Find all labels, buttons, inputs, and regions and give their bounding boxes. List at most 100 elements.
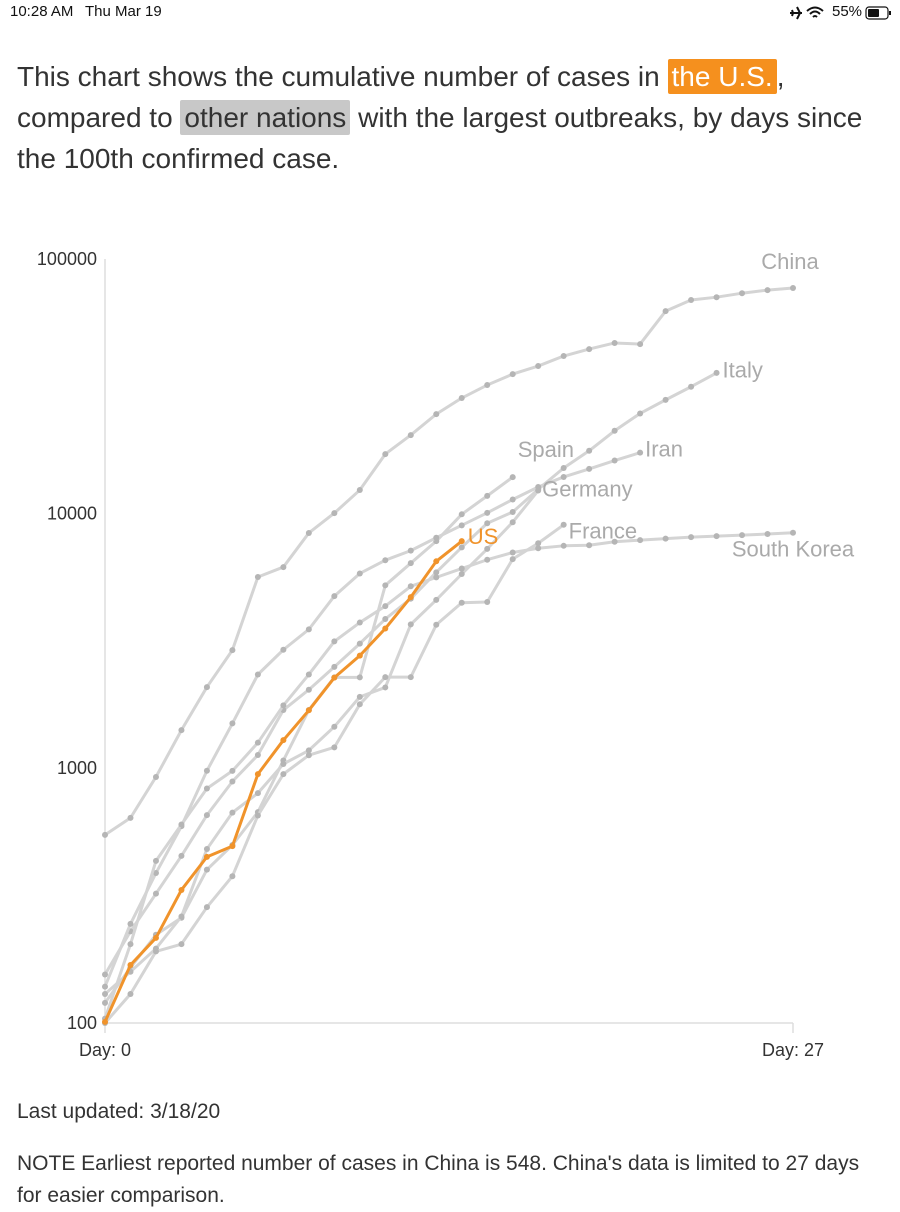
data-point bbox=[484, 520, 491, 527]
data-point bbox=[535, 363, 542, 370]
data-point bbox=[611, 339, 618, 346]
x-tick-label: Day: 0 bbox=[79, 1040, 131, 1060]
last-updated: Last updated: 3/18/20 bbox=[17, 1100, 221, 1123]
data-point bbox=[382, 582, 389, 589]
data-point bbox=[382, 684, 389, 691]
data-point bbox=[637, 341, 644, 348]
data-point bbox=[356, 652, 363, 659]
data-point bbox=[407, 560, 414, 567]
data-point bbox=[407, 594, 414, 601]
data-point bbox=[203, 866, 210, 873]
data-point bbox=[586, 447, 593, 454]
data-point bbox=[637, 449, 644, 456]
data-point bbox=[739, 290, 746, 297]
data-point bbox=[484, 509, 491, 516]
data-point bbox=[713, 533, 720, 540]
series-line bbox=[103, 523, 565, 1024]
data-point bbox=[560, 353, 567, 360]
data-point bbox=[280, 702, 287, 709]
data-point bbox=[203, 904, 210, 911]
data-point bbox=[356, 640, 363, 647]
data-point bbox=[356, 674, 363, 681]
data-point bbox=[484, 599, 491, 606]
series-label: Spain bbox=[518, 437, 574, 462]
data-point bbox=[458, 565, 465, 572]
data-point bbox=[535, 487, 542, 494]
data-point bbox=[127, 920, 134, 927]
data-point bbox=[254, 771, 261, 778]
data-point bbox=[305, 529, 312, 536]
data-point bbox=[407, 674, 414, 681]
data-point bbox=[509, 474, 516, 481]
data-point bbox=[331, 723, 338, 730]
data-point bbox=[586, 542, 593, 549]
data-point bbox=[382, 451, 389, 458]
intro-text: with the largest outbreaks, by days sinc… bbox=[17, 102, 863, 174]
data-point bbox=[458, 538, 465, 545]
chart: 100 1000 10000 100000 Day: 0 Day: 27 China Ital… bbox=[37, 249, 855, 1060]
data-point bbox=[458, 544, 465, 551]
series-line bbox=[104, 489, 540, 996]
data-point bbox=[509, 556, 516, 563]
data-point bbox=[203, 785, 210, 792]
data-point bbox=[586, 346, 593, 353]
data-point bbox=[280, 646, 287, 653]
x-tick-label: Day: 27 bbox=[762, 1040, 824, 1060]
data-point bbox=[280, 564, 287, 571]
data-point bbox=[535, 540, 542, 547]
data-point bbox=[509, 519, 516, 526]
data-point bbox=[102, 999, 108, 1006]
data-point bbox=[102, 971, 108, 978]
data-point bbox=[229, 720, 236, 727]
data-point bbox=[560, 542, 567, 549]
data-point bbox=[152, 934, 159, 941]
data-point bbox=[127, 941, 134, 948]
data-point bbox=[458, 522, 465, 529]
data-point bbox=[356, 701, 363, 708]
data-point bbox=[407, 432, 414, 439]
series-line bbox=[103, 451, 641, 988]
series-label: US bbox=[468, 524, 499, 549]
data-point bbox=[458, 599, 465, 606]
data-point bbox=[254, 574, 261, 581]
data-point bbox=[688, 534, 695, 541]
data-point bbox=[662, 308, 669, 315]
data-point bbox=[611, 457, 618, 464]
data-point bbox=[433, 569, 440, 576]
data-point bbox=[331, 638, 338, 645]
data-point bbox=[152, 773, 159, 780]
data-point bbox=[484, 382, 491, 389]
data-point bbox=[178, 821, 185, 828]
series-label: Iran bbox=[645, 436, 683, 461]
data-point bbox=[560, 473, 567, 480]
status-date: Thu Mar 19 bbox=[85, 3, 162, 20]
data-point bbox=[637, 410, 644, 417]
data-point bbox=[637, 537, 644, 544]
data-point bbox=[586, 465, 593, 472]
data-point bbox=[305, 686, 312, 693]
y-tick-label: 100 bbox=[67, 1013, 97, 1033]
data-point bbox=[102, 990, 108, 997]
data-point bbox=[611, 538, 618, 545]
y-tick-label: 100000 bbox=[37, 249, 97, 269]
note: NOTE Earliest reported number of cases i… bbox=[17, 1152, 860, 1207]
data-point bbox=[560, 521, 567, 528]
data-point bbox=[178, 852, 185, 859]
series-label: South Korea bbox=[732, 537, 855, 562]
data-point bbox=[229, 809, 236, 816]
data-point bbox=[560, 464, 567, 471]
data-point bbox=[254, 752, 261, 759]
data-point bbox=[254, 812, 261, 819]
data-point bbox=[382, 625, 389, 632]
data-point bbox=[203, 812, 210, 819]
data-point bbox=[662, 396, 669, 403]
series-label: Germany bbox=[542, 476, 632, 501]
data-point bbox=[713, 369, 720, 376]
data-point bbox=[790, 529, 796, 536]
data-point bbox=[305, 752, 312, 759]
y-tick-label: 1000 bbox=[57, 758, 97, 778]
data-point bbox=[305, 747, 312, 754]
data-point bbox=[356, 487, 363, 494]
data-point bbox=[331, 744, 338, 751]
data-point bbox=[178, 886, 185, 893]
